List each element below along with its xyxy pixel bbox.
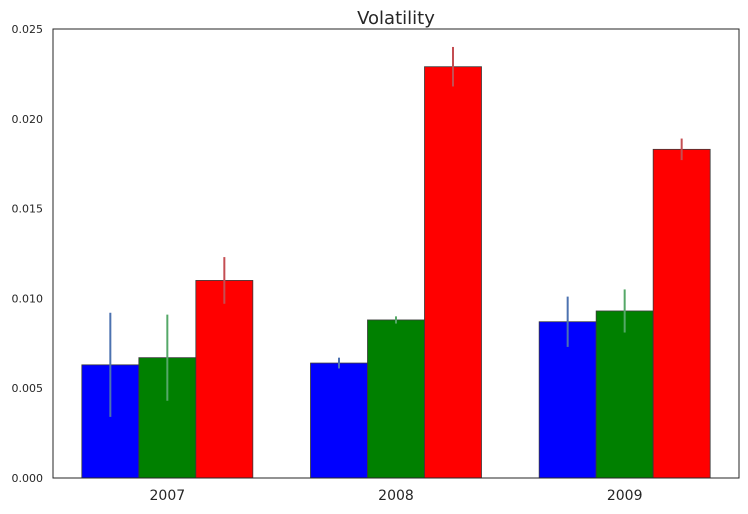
y-tick-label: 0.025 [12,23,44,36]
chart-title: Volatility [357,8,435,29]
x-category-label: 2007 [150,488,186,504]
bar-2007-series-3 [195,280,254,479]
bar-2008-series-2 [367,319,425,479]
bar-2009-series-3 [652,148,711,479]
y-tick-label: 0.015 [12,203,44,216]
x-category-label: 2009 [607,488,643,504]
x-category-label: 2008 [378,488,414,504]
plot-frame [52,28,740,479]
bar-2009-series-2 [595,310,654,479]
y-tick-label: 0.020 [12,113,44,126]
bar-2008-series-3 [424,66,482,479]
y-tick-label: 0.000 [12,472,44,485]
bar-2008-series-1 [310,362,368,479]
y-tick-label: 0.010 [12,292,44,305]
y-tick-label: 0.005 [12,382,44,395]
